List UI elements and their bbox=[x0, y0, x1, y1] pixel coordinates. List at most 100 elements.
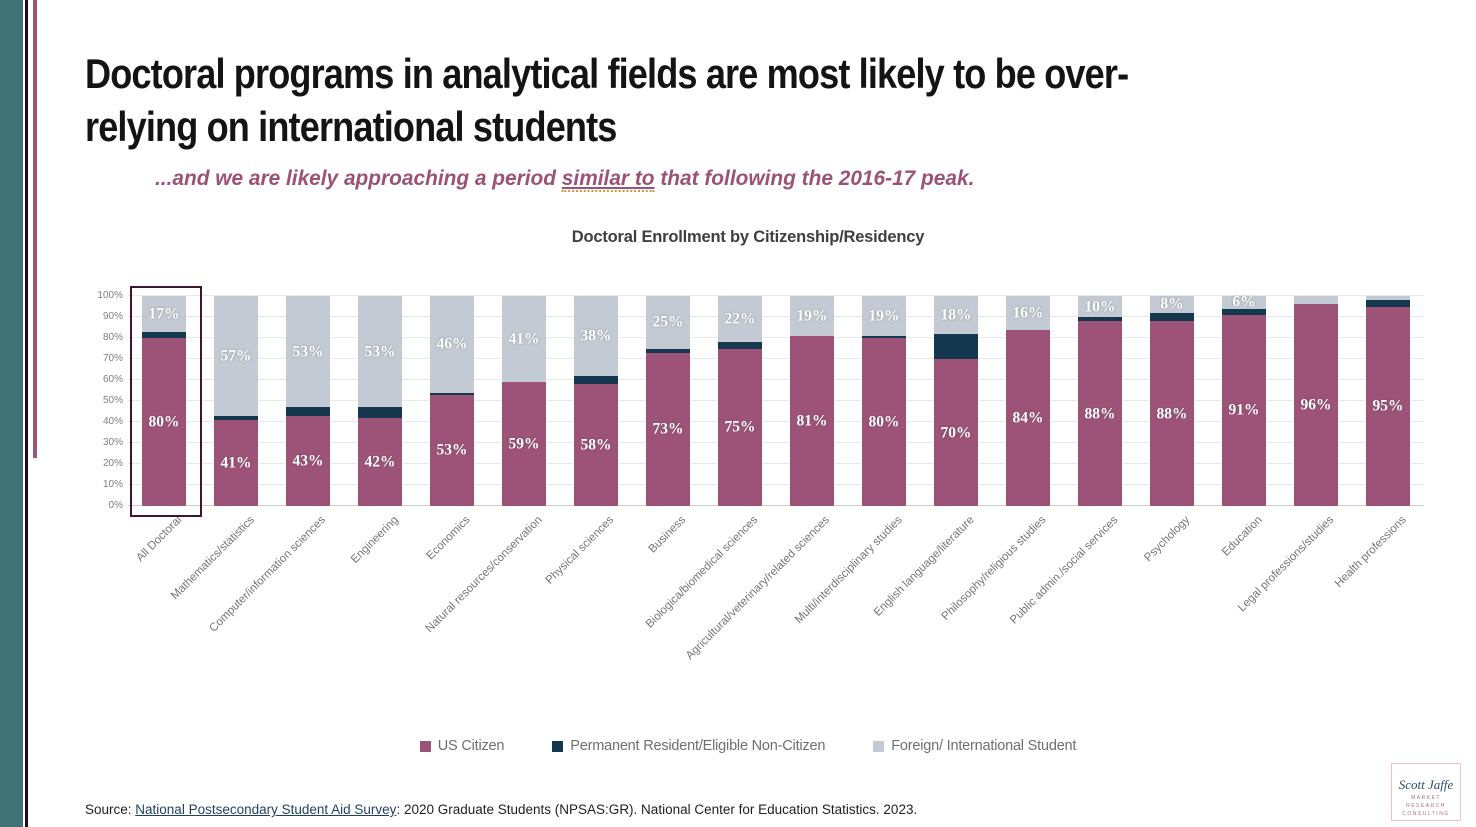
left-dark-line bbox=[25, 0, 28, 827]
legend-item: US Citizen bbox=[419, 738, 505, 754]
bar-segment: 88% bbox=[1150, 321, 1194, 506]
category-label: Education bbox=[1219, 514, 1265, 559]
bar-segment: 19% bbox=[862, 296, 906, 336]
y-tick-label: 10% bbox=[102, 479, 123, 490]
bar-segment: 57% bbox=[214, 296, 258, 416]
subtitle-prefix: ...and we are likely approaching a perio… bbox=[155, 166, 562, 190]
bar-data-label: 42% bbox=[364, 453, 396, 471]
bar-data-label: 96% bbox=[1300, 396, 1332, 414]
y-tick-label: 80% bbox=[102, 332, 123, 343]
bar-data-label: 41% bbox=[508, 330, 540, 348]
bar-data-label: 58% bbox=[580, 436, 612, 454]
bar-data-label: 88% bbox=[1156, 405, 1188, 423]
bar-segment: 80% bbox=[862, 338, 906, 506]
bar-data-label: 88% bbox=[1084, 405, 1116, 423]
legend-swatch bbox=[552, 740, 564, 752]
slide-title: Doctoral programs in analytical fields a… bbox=[85, 47, 1129, 153]
legend-swatch bbox=[419, 740, 431, 752]
bar-segment: 8% bbox=[1150, 296, 1194, 313]
gridline-80 bbox=[128, 337, 1424, 338]
category-label: Health professions bbox=[1332, 514, 1409, 590]
bar-data-label: 43% bbox=[292, 452, 324, 470]
category-label: Computer/information sciences bbox=[207, 514, 329, 635]
left-maroon-line bbox=[33, 0, 37, 458]
bar-data-label: 16% bbox=[1012, 304, 1044, 322]
bar-segment bbox=[1150, 312, 1194, 322]
category-label: Physical sciences bbox=[543, 514, 617, 587]
bar-segment: 43% bbox=[286, 415, 330, 506]
gridline-40 bbox=[128, 421, 1424, 422]
logo-caption-line3: CONSULTING bbox=[1402, 811, 1450, 817]
bar-data-label: 38% bbox=[580, 327, 612, 345]
bar-data-label: 19% bbox=[868, 307, 900, 325]
bar-segment bbox=[1078, 317, 1122, 322]
bar-data-label: 53% bbox=[364, 343, 396, 361]
bar-segment: 38% bbox=[574, 296, 618, 376]
bar-segment: 88% bbox=[1078, 321, 1122, 506]
bar-segment: 6% bbox=[1222, 293, 1266, 311]
logo-signature: Scott Jaffe bbox=[1398, 777, 1454, 792]
bar-segment bbox=[430, 392, 474, 395]
source-link[interactable]: National Postsecondary Student Aid Surve… bbox=[135, 802, 397, 817]
bar-segment: 16% bbox=[1006, 296, 1050, 330]
bar-segment bbox=[358, 407, 402, 418]
bar-segment: 81% bbox=[790, 335, 834, 506]
legend-label: Permanent Resident/Eligible Non-Citizen bbox=[570, 738, 826, 754]
bar-data-label: 6% bbox=[1232, 293, 1256, 311]
bar-segment: 17% bbox=[142, 296, 186, 332]
logo-caption-line1: MARKET bbox=[1411, 795, 1441, 801]
legend-label: US Citizen bbox=[437, 738, 505, 754]
y-tick-label: 70% bbox=[102, 353, 123, 364]
gridline-30 bbox=[128, 442, 1424, 443]
gridline-60 bbox=[128, 379, 1424, 380]
bar-segment: 41% bbox=[502, 296, 546, 383]
bar-data-label: 91% bbox=[1228, 401, 1260, 419]
bar-segment bbox=[1366, 296, 1410, 301]
bar-data-label: 75% bbox=[724, 418, 756, 436]
slide-title-line2: relying on international students bbox=[85, 103, 617, 150]
bar-data-label: 18% bbox=[940, 306, 972, 324]
y-tick-label: 20% bbox=[102, 458, 123, 469]
bar-segment: 58% bbox=[574, 384, 618, 506]
bar-data-label: 17% bbox=[148, 305, 180, 323]
bar-segment: 53% bbox=[430, 394, 474, 506]
bar-data-label: 80% bbox=[148, 413, 180, 431]
bar-segment: 80% bbox=[142, 338, 186, 506]
bar-data-label: 95% bbox=[1372, 397, 1404, 415]
y-tick-label: 90% bbox=[102, 311, 123, 322]
logo: Scott Jaffe MARKET RESEARCH CONSULTING bbox=[1391, 763, 1461, 821]
source-line: Source: National Postsecondary Student A… bbox=[85, 802, 917, 817]
y-tick-label: 40% bbox=[102, 416, 123, 427]
gridline-100 bbox=[128, 295, 1424, 296]
bar-segment bbox=[1366, 300, 1410, 307]
bar-segment bbox=[718, 342, 762, 349]
gridline-70 bbox=[128, 358, 1424, 359]
bar-data-label: 81% bbox=[796, 412, 828, 430]
gridline-10 bbox=[128, 484, 1424, 485]
bar-segment bbox=[862, 335, 906, 338]
bar-segment: 73% bbox=[646, 352, 690, 506]
legend-item: Foreign/ International Student bbox=[873, 738, 1076, 754]
bar-segment: 53% bbox=[358, 296, 402, 408]
bar-segment: 42% bbox=[358, 417, 402, 506]
bar-segment: 70% bbox=[934, 359, 978, 506]
legend-item: Permanent Resident/Eligible Non-Citizen bbox=[552, 738, 825, 754]
bar-data-label: 59% bbox=[508, 435, 540, 453]
bar-segment: 75% bbox=[718, 348, 762, 506]
bar-segment bbox=[1294, 296, 1338, 305]
bar-data-label: 70% bbox=[940, 424, 972, 441]
bar-data-label: 22% bbox=[724, 310, 756, 328]
chart-title: Doctoral Enrollment by Citizenship/Resid… bbox=[571, 228, 925, 246]
gridline-0 bbox=[128, 505, 1424, 506]
category-label: Natural resources/conservation bbox=[423, 514, 545, 636]
bar-segment bbox=[934, 333, 978, 359]
bar-data-label: 53% bbox=[436, 441, 468, 459]
bar-segment: 96% bbox=[1294, 304, 1338, 506]
chart-legend: US Citizen Permanent Resident/Eligible No… bbox=[128, 738, 1368, 754]
bar-segment: 10% bbox=[1078, 296, 1122, 317]
source-prefix: Source: bbox=[85, 802, 136, 817]
bar-segment: 59% bbox=[502, 382, 546, 506]
bar-segment bbox=[574, 375, 618, 385]
bar-data-label: 25% bbox=[652, 313, 684, 331]
gridline-90 bbox=[128, 316, 1424, 317]
